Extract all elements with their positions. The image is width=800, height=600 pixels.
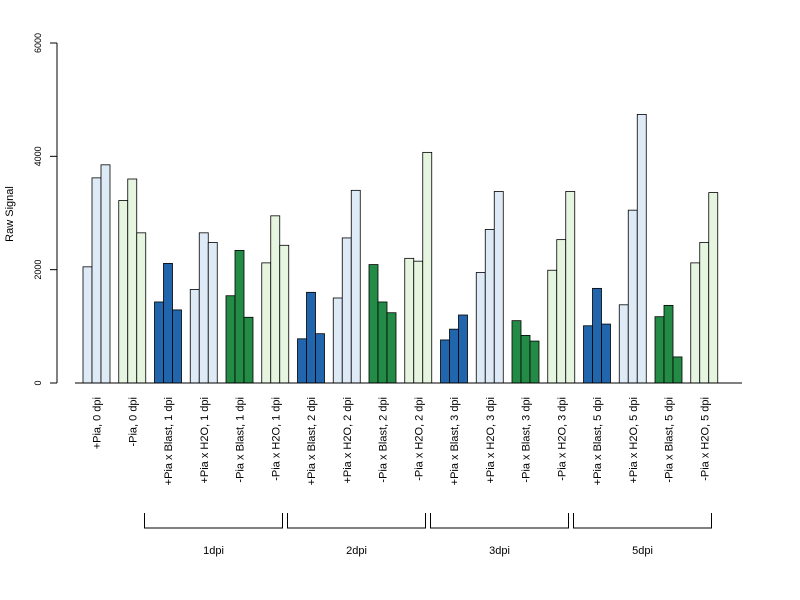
y-tick-label: 4000 bbox=[33, 146, 43, 166]
x-tick-label: +Pia x Blast, 2 dpi bbox=[306, 397, 318, 485]
bar bbox=[484, 229, 495, 384]
bars-layer bbox=[82, 114, 719, 384]
group-bracket bbox=[144, 513, 283, 529]
group-brackets: 1dpi 2dpi 3dpi 5dpi bbox=[144, 513, 712, 557]
x-tick-label: -Pia x Blast, 1 dpi bbox=[235, 397, 247, 483]
bar bbox=[511, 320, 522, 384]
bar bbox=[234, 249, 245, 384]
x-tick-label: +Pia x H2O, 1 dpi bbox=[199, 397, 211, 484]
category-labels: +Pia, 0 dpi -Pia, 0 dpi +Pia x Blast, 1 dp… bbox=[92, 397, 712, 485]
bar bbox=[198, 232, 209, 384]
x-tick-label: -Pia x H2O, 3 dpi bbox=[556, 397, 568, 481]
bar bbox=[341, 237, 352, 384]
bar bbox=[601, 323, 611, 384]
bar bbox=[306, 291, 316, 384]
bar bbox=[189, 289, 200, 384]
bar bbox=[475, 272, 486, 384]
bar bbox=[100, 164, 111, 384]
bar bbox=[520, 334, 531, 384]
y-tick-label: 2000 bbox=[33, 260, 43, 280]
group-label: 1dpi bbox=[203, 545, 224, 557]
bar bbox=[493, 191, 504, 384]
x-tick-label: -Pia x H2O, 1 dpi bbox=[270, 397, 282, 481]
bar bbox=[127, 178, 138, 384]
bar bbox=[458, 314, 468, 384]
y-axis-title: Raw Signal bbox=[4, 186, 16, 242]
x-tick-label: +Pia x H2O, 2 dpi bbox=[342, 397, 354, 484]
bar bbox=[663, 304, 674, 384]
bar bbox=[332, 297, 343, 384]
bar bbox=[627, 209, 638, 384]
x-tick-label: -Pia x Blast, 2 dpi bbox=[378, 397, 390, 483]
bar bbox=[699, 242, 710, 384]
bar bbox=[690, 262, 701, 384]
group-bracket bbox=[430, 513, 569, 529]
y-axis: 0 2000 4000 6000 bbox=[33, 33, 58, 386]
bar bbox=[279, 244, 290, 384]
bar bbox=[556, 239, 567, 384]
bar bbox=[592, 287, 602, 384]
group-label: 2dpi bbox=[346, 545, 367, 557]
bar bbox=[529, 340, 540, 384]
bar bbox=[350, 189, 361, 384]
x-tick-label: -Pia x H2O, 5 dpi bbox=[699, 397, 711, 481]
y-tick-label: 0 bbox=[33, 380, 43, 385]
bar bbox=[297, 338, 307, 384]
bar bbox=[386, 312, 397, 384]
bar bbox=[404, 257, 415, 384]
bar bbox=[118, 200, 129, 384]
bar bbox=[225, 295, 236, 384]
bar bbox=[449, 328, 459, 384]
bar bbox=[172, 309, 182, 384]
bar bbox=[654, 316, 665, 384]
bar bbox=[547, 269, 558, 384]
group-label: 3dpi bbox=[489, 545, 510, 557]
bar bbox=[440, 339, 450, 384]
bar bbox=[261, 262, 272, 384]
bar bbox=[163, 263, 173, 384]
x-tick-label: -Pia x H2O, 2 dpi bbox=[413, 397, 425, 481]
group-bracket bbox=[573, 513, 712, 529]
x-tick-label: +Pia x Blast, 5 dpi bbox=[592, 397, 604, 485]
x-tick-label: +Pia x Blast, 1 dpi bbox=[163, 397, 175, 485]
bar bbox=[636, 114, 647, 384]
bar bbox=[154, 301, 164, 384]
bar bbox=[565, 191, 576, 384]
bar bbox=[583, 325, 593, 384]
bar bbox=[243, 316, 254, 384]
bar bbox=[270, 215, 281, 384]
bar bbox=[207, 242, 218, 384]
x-tick-label: -Pia, 0 dpi bbox=[127, 397, 139, 447]
x-tick-label: +Pia, 0 dpi bbox=[92, 397, 104, 449]
x-tick-label: -Pia x Blast, 5 dpi bbox=[664, 397, 676, 483]
bar bbox=[91, 177, 102, 384]
bar bbox=[672, 356, 683, 384]
bar bbox=[377, 301, 388, 384]
group-label: 5dpi bbox=[632, 545, 653, 557]
bar bbox=[368, 264, 379, 384]
x-tick-label: -Pia x Blast, 3 dpi bbox=[521, 397, 533, 483]
bar bbox=[136, 232, 147, 384]
y-tick-label: 6000 bbox=[33, 33, 43, 53]
bar bbox=[413, 260, 424, 384]
bar bbox=[315, 333, 325, 384]
bar bbox=[708, 192, 719, 384]
x-tick-label: +Pia x H2O, 5 dpi bbox=[628, 397, 640, 484]
x-tick-label: +Pia x Blast, 3 dpi bbox=[449, 397, 461, 485]
x-tick-label: +Pia x H2O, 3 dpi bbox=[485, 397, 497, 484]
group-bracket bbox=[287, 513, 426, 529]
bar bbox=[82, 266, 93, 384]
bar bbox=[618, 304, 629, 384]
bar bbox=[422, 151, 433, 384]
